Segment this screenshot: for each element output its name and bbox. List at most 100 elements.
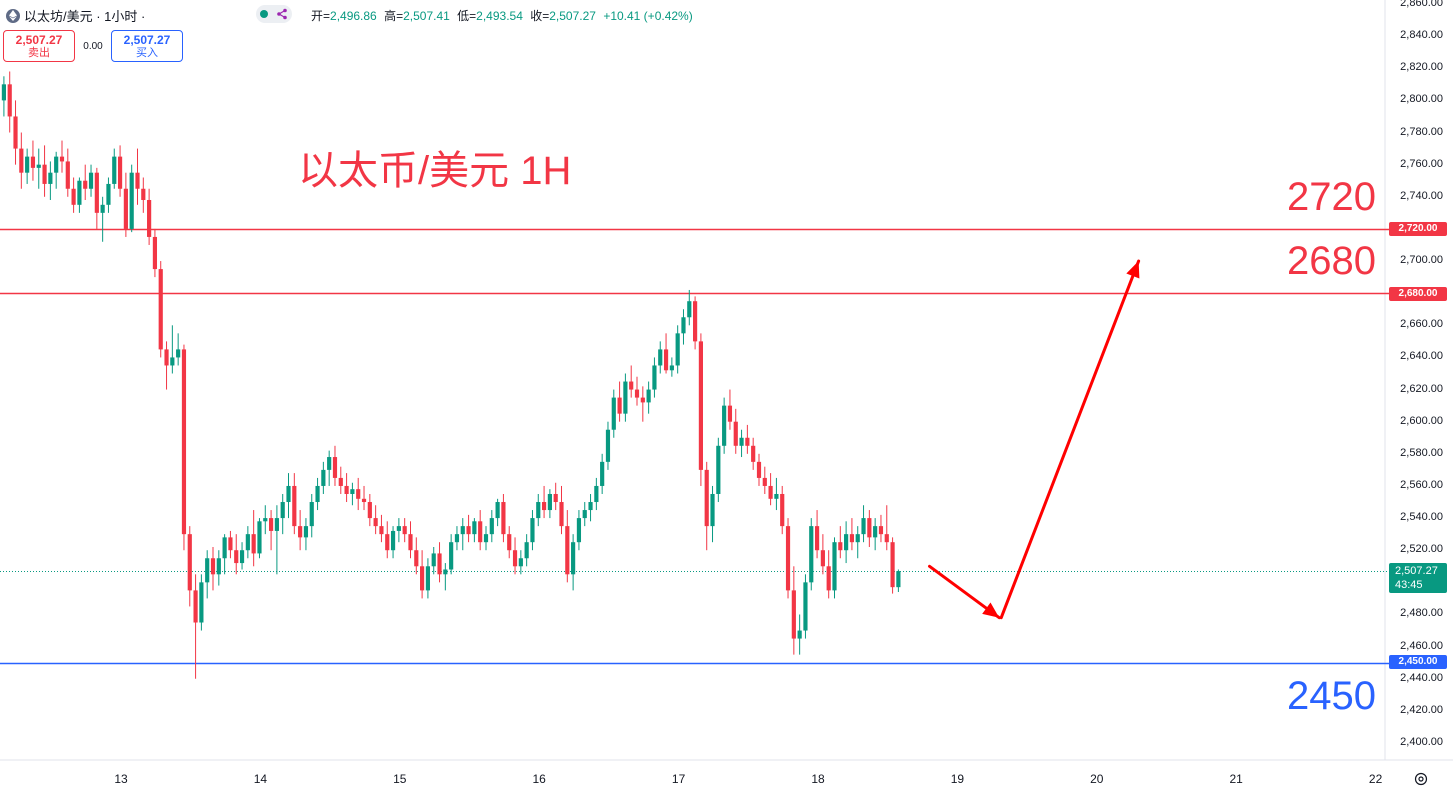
candle-body bbox=[71, 188, 76, 205]
candle-body bbox=[640, 397, 645, 403]
candle-body bbox=[222, 537, 227, 559]
y-tick-label: 2,820.00 bbox=[1400, 61, 1443, 74]
candle-body bbox=[193, 590, 198, 623]
buy-button[interactable]: 2,507.27 买入 bbox=[111, 30, 183, 62]
candle-body bbox=[158, 269, 163, 350]
chart-header: 以太坊/美元 · 1小时 · 开=2,496.86 高=2,507.41 低=2… bbox=[0, 0, 1385, 28]
low-value: 2,493.54 bbox=[476, 9, 523, 23]
ohlc-readout: 开=2,496.86 高=2,507.41 低=2,493.54 收=2,507… bbox=[311, 7, 697, 24]
candle-body bbox=[588, 502, 593, 511]
sell-button[interactable]: 2,507.27 卖出 bbox=[3, 30, 75, 62]
candle-body bbox=[141, 188, 146, 200]
candle-body bbox=[507, 534, 512, 551]
candle-body bbox=[780, 493, 785, 527]
candle-body bbox=[292, 485, 297, 527]
current-price-tag: 2,507.27 43:45 bbox=[1389, 563, 1447, 593]
candle-body bbox=[298, 526, 303, 538]
candle-body bbox=[559, 502, 564, 527]
candle-body bbox=[251, 534, 256, 554]
candle-body bbox=[350, 489, 355, 494]
candle-body bbox=[199, 582, 204, 623]
candle-body bbox=[135, 172, 140, 189]
candle-body bbox=[332, 457, 338, 478]
candle-body bbox=[797, 630, 802, 639]
candle-body bbox=[722, 405, 727, 446]
candle-body bbox=[437, 553, 442, 575]
candle-body bbox=[210, 558, 216, 575]
candle-body bbox=[129, 172, 134, 229]
candle-body bbox=[187, 534, 192, 591]
candle-body bbox=[739, 437, 744, 446]
candle-body bbox=[344, 485, 349, 494]
bar-countdown: 43:45 bbox=[1395, 579, 1423, 591]
candle-body bbox=[408, 534, 413, 551]
candle-body bbox=[48, 172, 53, 184]
candle-body bbox=[884, 534, 889, 543]
x-tick-label: 20 bbox=[1090, 772, 1104, 786]
candle-body bbox=[88, 172, 94, 189]
x-tick-label: 17 bbox=[671, 772, 686, 786]
candle-body bbox=[257, 521, 262, 554]
candle-body bbox=[756, 461, 762, 478]
candle-body bbox=[710, 493, 715, 527]
candle-body bbox=[170, 357, 175, 366]
candle-body bbox=[449, 542, 454, 570]
candle-body bbox=[315, 485, 320, 503]
y-tick-label: 2,400.00 bbox=[1400, 736, 1443, 748]
candle-body bbox=[768, 485, 773, 499]
x-tick-label: 19 bbox=[950, 772, 965, 786]
candle-body bbox=[54, 156, 59, 173]
candle-body bbox=[751, 445, 756, 462]
y-tick-label: 2,740.00 bbox=[1400, 189, 1443, 202]
y-tick-label: 2,640.00 bbox=[1400, 350, 1443, 363]
candle-body bbox=[791, 590, 796, 639]
close-label: 收= bbox=[530, 9, 550, 23]
candle-body bbox=[245, 534, 250, 551]
y-tick-label: 2,660.00 bbox=[1400, 318, 1443, 331]
candle-body bbox=[634, 389, 640, 398]
candle-body bbox=[617, 397, 622, 414]
x-tick-label: 15 bbox=[393, 772, 407, 786]
candle-body bbox=[431, 553, 436, 567]
candle-body bbox=[495, 502, 500, 519]
level-label-2680: 2680 bbox=[1287, 239, 1376, 283]
candle-body bbox=[658, 349, 663, 366]
candle-body bbox=[600, 461, 605, 486]
y-tick-label: 2,760.00 bbox=[1400, 157, 1443, 170]
candle-body bbox=[472, 521, 477, 535]
candle-body bbox=[402, 526, 407, 535]
candle-body bbox=[832, 542, 837, 591]
candle-body bbox=[239, 550, 245, 564]
candle-body bbox=[286, 485, 291, 503]
candle-body bbox=[42, 164, 47, 184]
candle-body bbox=[693, 301, 698, 342]
y-tick-label: 2,800.00 bbox=[1400, 93, 1443, 106]
candle-body bbox=[414, 550, 419, 567]
candle-body bbox=[147, 199, 152, 237]
settings-gear-icon[interactable] bbox=[1413, 771, 1429, 787]
indicator-toggle[interactable] bbox=[256, 5, 292, 23]
candle-body bbox=[518, 558, 523, 567]
y-tick-label: 2,620.00 bbox=[1400, 382, 1443, 395]
candle-body bbox=[385, 534, 390, 551]
candle-body bbox=[669, 365, 674, 371]
candle-body bbox=[530, 518, 535, 543]
y-tick-label: 2,840.00 bbox=[1400, 29, 1443, 42]
buy-price: 2,507.27 bbox=[123, 33, 171, 47]
candle-body bbox=[106, 183, 111, 205]
x-tick-label: 14 bbox=[253, 772, 268, 786]
candle-body bbox=[681, 317, 686, 334]
candle-body bbox=[652, 365, 657, 390]
candle-body bbox=[379, 526, 384, 535]
candle-body bbox=[268, 518, 274, 531]
level-label-2450: 2450 bbox=[1287, 674, 1376, 718]
candle-body bbox=[855, 534, 860, 543]
candle-body bbox=[541, 502, 547, 511]
candle-body bbox=[205, 558, 210, 583]
candle-body bbox=[762, 477, 767, 486]
candle-body bbox=[396, 526, 401, 531]
symbol-title[interactable]: 以太坊/美元 · 1小时 · bbox=[6, 6, 145, 25]
candle-body bbox=[425, 566, 431, 591]
x-tick-label: 13 bbox=[114, 772, 128, 786]
